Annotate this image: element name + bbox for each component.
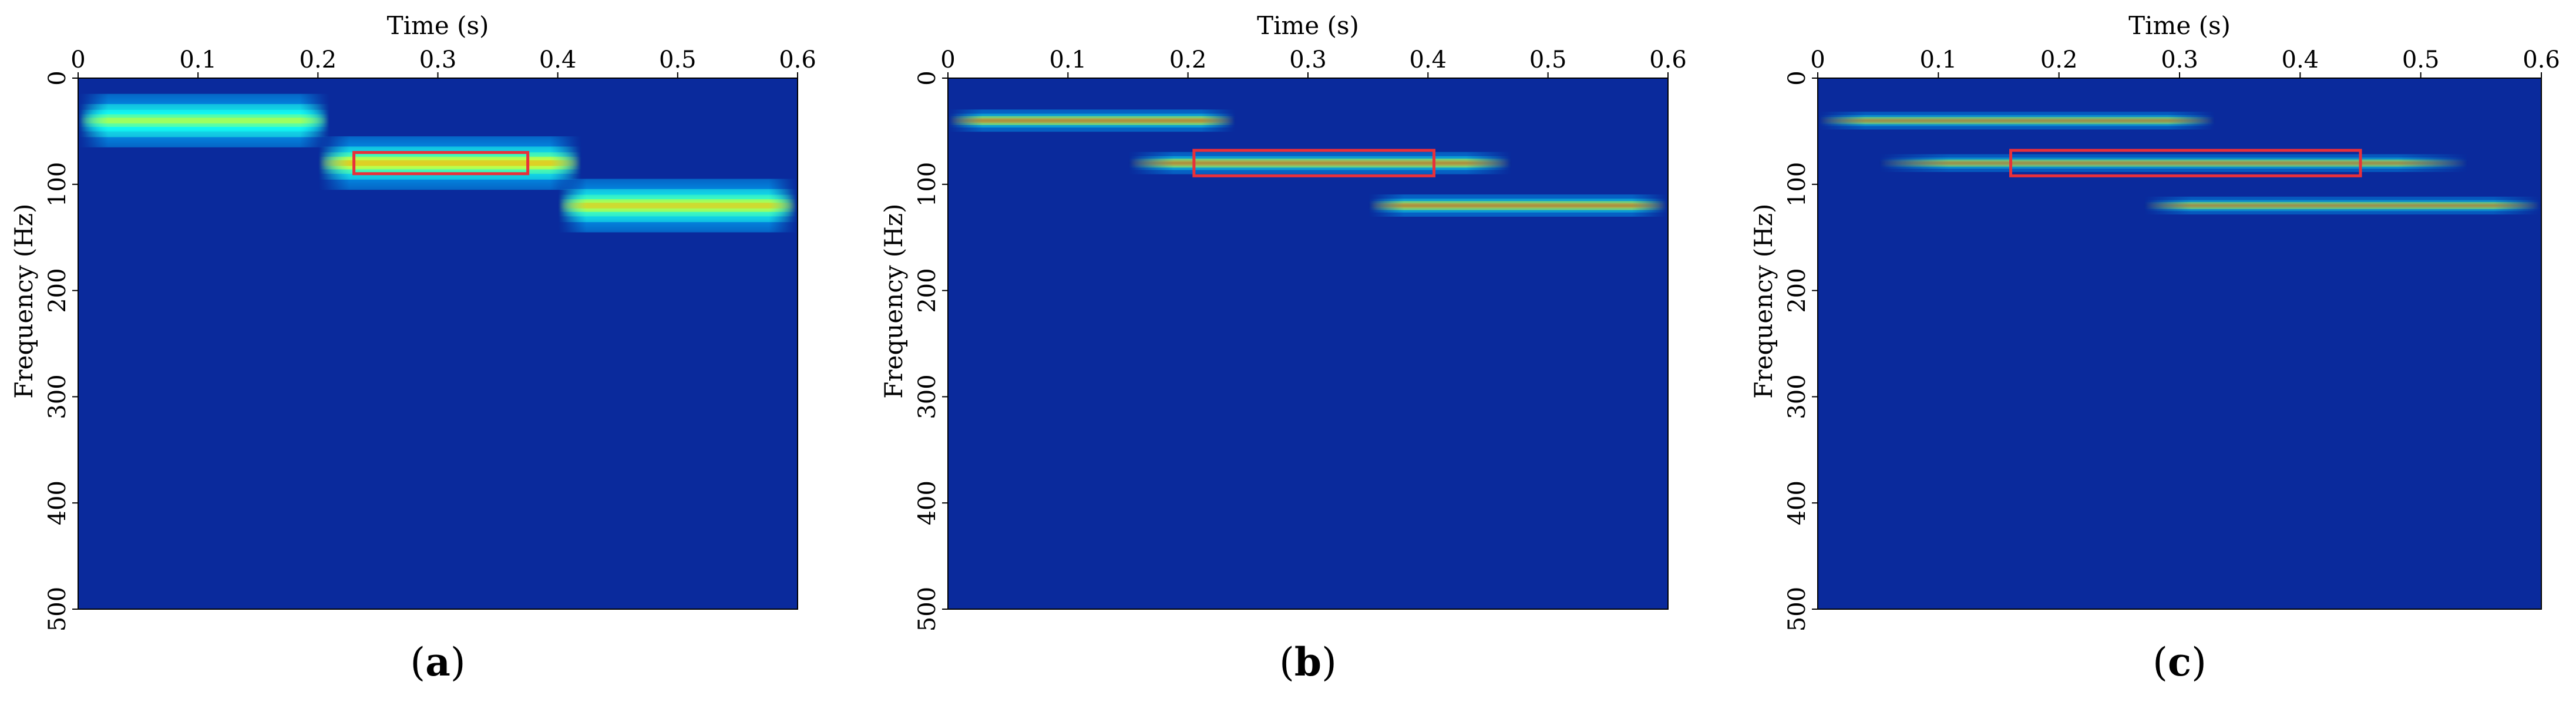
x-tick-label: 0.1 <box>1920 46 1958 73</box>
energy-band-1 <box>1818 112 2216 130</box>
highlight-box <box>1192 149 1436 177</box>
y-tick-label: 200 <box>1784 268 1811 313</box>
y-tick-label: 100 <box>44 162 71 207</box>
x-tick-label: 0.5 <box>1529 46 1567 73</box>
x-tick-label: 0.3 <box>419 46 457 73</box>
y-tick-label: 500 <box>1784 587 1811 631</box>
energy-band-3 <box>2143 196 2541 215</box>
highlight-box <box>2009 149 2362 177</box>
panel-label: (b) <box>1279 639 1337 685</box>
x-axis-label: Time (s) <box>387 11 489 40</box>
highlight-box <box>352 151 530 176</box>
x-tick-label: 0.3 <box>1289 46 1327 73</box>
y-axis-label: Frequency (Hz) <box>1749 204 1778 399</box>
energy-band-1 <box>948 109 1236 132</box>
x-tick-label: 0 <box>1810 46 1825 73</box>
x-tick-label: 0.4 <box>1410 46 1447 73</box>
panel-c: 0 0.1 0.2 0.3 0.4 0.5 0.6 0 100 200 300 400 500 Time … <box>1749 11 2560 685</box>
y-tick-label: 400 <box>44 480 71 525</box>
y-tick-label: 300 <box>914 374 941 419</box>
x-tick-label: 0.3 <box>2161 46 2198 73</box>
x-tick-label: 0.6 <box>2523 46 2560 73</box>
y-tick-label: 500 <box>914 587 941 631</box>
x-tick-label: 0 <box>940 46 955 73</box>
x-tick-label: 0.1 <box>179 46 217 73</box>
x-tick-label: 0.5 <box>2402 46 2440 73</box>
panel-label: (c) <box>2153 639 2207 685</box>
y-tick-label: 100 <box>1784 162 1811 207</box>
y-tick-label: 200 <box>914 268 941 313</box>
y-axis-label: Frequency (Hz) <box>879 204 908 399</box>
y-tick-label: 100 <box>914 162 941 207</box>
y-tick-label: 300 <box>44 374 71 419</box>
y-tick-label: 500 <box>44 587 71 631</box>
x-axis-label: Time (s) <box>1257 11 1359 40</box>
x-tick-label: 0.2 <box>1169 46 1207 73</box>
x-tick-label: 0.4 <box>2282 46 2319 73</box>
energy-band-2 <box>1128 152 1512 174</box>
x-tick-label: 0.2 <box>2040 46 2078 73</box>
x-tick-label: 0.6 <box>779 46 816 73</box>
x-tick-label: 0.1 <box>1050 46 1087 73</box>
x-tick-label: 0 <box>70 46 85 73</box>
y-axis-label: Frequency (Hz) <box>9 204 38 399</box>
x-tick-label: 0.4 <box>539 46 577 73</box>
x-axis-label: Time (s) <box>2128 11 2231 40</box>
y-tick-label: 0 <box>44 70 71 85</box>
x-tick-label: 0.2 <box>300 46 337 73</box>
panel-label: (a) <box>410 639 465 685</box>
heatmap-area <box>948 109 1668 217</box>
heatmap-area <box>1818 112 2541 215</box>
energy-band-3 <box>1368 194 1668 217</box>
energy-band-3 <box>557 179 798 233</box>
y-tick-label: 200 <box>44 268 71 313</box>
energy-band-2 <box>318 136 582 190</box>
panel-b: 0 0.1 0.2 0.3 0.4 0.5 0.6 0 100 200 300 400 500 Time … <box>879 11 1687 685</box>
heatmap-area <box>78 93 798 233</box>
energy-band-2 <box>1878 154 2469 172</box>
y-tick-label: 0 <box>914 70 941 85</box>
panel-a: 0 0.1 0.2 0.3 0.4 0.5 0.6 0 100 200 300 400 500 Time … <box>9 11 816 685</box>
x-tick-label: 0.5 <box>659 46 697 73</box>
y-tick-label: 0 <box>1784 70 1811 85</box>
x-tick-label: 0.6 <box>1649 46 1687 73</box>
y-tick-label: 400 <box>914 480 941 525</box>
y-tick-label: 300 <box>1784 374 1811 419</box>
energy-band-1 <box>78 93 330 147</box>
y-tick-label: 400 <box>1784 480 1811 525</box>
